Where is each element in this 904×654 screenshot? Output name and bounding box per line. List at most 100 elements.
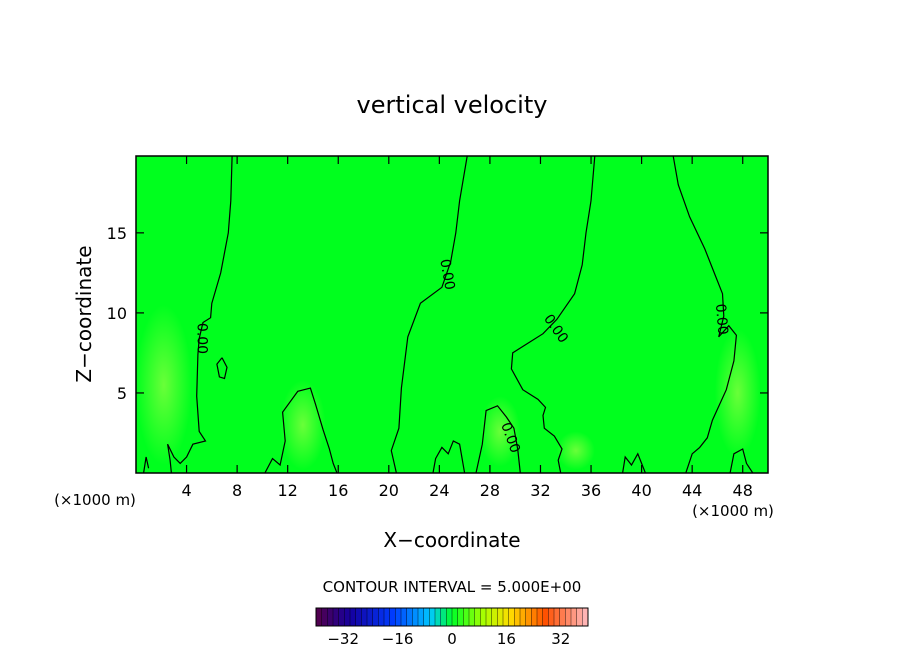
- colorbar-title: CONTOUR INTERVAL = 5.000E+00: [323, 578, 582, 596]
- contour-label-1: 0.00: [436, 258, 457, 291]
- colorbar-cell: [485, 607, 493, 627]
- contour-lines: [143, 156, 754, 473]
- colorbar-cell: [344, 607, 351, 627]
- colorbar-cell: [548, 607, 555, 627]
- colorbar-cell: [400, 607, 408, 627]
- x-unit-left: (×1000 m): [54, 491, 136, 509]
- colorbar-cell: [429, 607, 436, 627]
- plot-frame: [135, 155, 769, 474]
- colorbar-cell: [463, 607, 470, 627]
- field-patch-0: [136, 304, 192, 465]
- x-tick-label-11: 48: [733, 481, 753, 500]
- colorbar-cell: [315, 607, 323, 627]
- colorbar-tick-label-4: 32: [551, 630, 570, 648]
- colorbar-cell: [446, 607, 453, 627]
- contour-line-3: [672, 156, 738, 473]
- x-tick-label-9: 40: [631, 481, 651, 500]
- colorbar-cell: [417, 607, 425, 627]
- colorbar-cell: [502, 607, 510, 627]
- colorbar-cell: [497, 607, 504, 627]
- y-axis: 5 10 15: [107, 224, 768, 403]
- x-tick-label-2: 12: [278, 481, 298, 500]
- colorbar-cell: [457, 607, 464, 627]
- x-axis: 4 8 12 16 20 24 28 32 36 40 44 48: [181, 156, 753, 500]
- colorbar-cell: [525, 607, 532, 627]
- chart-title: vertical velocity: [357, 91, 548, 119]
- field-patch-4: [556, 431, 595, 470]
- colorbar-tick-label-2: 0: [447, 630, 457, 648]
- contour-line-0: [167, 156, 233, 473]
- contour-line-8: [143, 456, 150, 473]
- field-shading: [136, 304, 761, 470]
- colorbar-cell: [565, 607, 572, 627]
- colorbar-cell: [321, 607, 328, 627]
- x-axis-label: X−coordinate: [383, 528, 520, 552]
- colorbar-ticks: −32 −16 0 16 32: [327, 630, 570, 648]
- contour-line-9: [622, 452, 646, 473]
- colorbar-tick-label-1: −16: [382, 630, 414, 648]
- colorbar-cell: [576, 607, 583, 627]
- y-tick-label-2: 15: [107, 224, 127, 243]
- colorbar-tick-label-3: 16: [497, 630, 516, 648]
- field-patch-2: [479, 396, 521, 467]
- colorbar-frame: [315, 607, 589, 627]
- colorbar-cell: [389, 607, 396, 627]
- colorbar-cell: [423, 607, 430, 627]
- colorbar-cell: [531, 607, 538, 627]
- colorbar-cell: [383, 607, 391, 627]
- x-tick-label-4: 20: [379, 481, 399, 500]
- x-tick-label-5: 24: [429, 481, 449, 500]
- contour-line-6: [475, 405, 521, 473]
- colorbar-cell: [474, 607, 481, 627]
- colorbar-cell: [395, 607, 402, 627]
- colorbar-cell: [412, 607, 419, 627]
- x-tick-label-8: 36: [581, 481, 601, 500]
- colorbar-cell: [514, 607, 521, 627]
- x-tick-label-3: 16: [328, 481, 348, 500]
- contour-line-10: [729, 448, 754, 473]
- colorbar-cell: [508, 607, 515, 627]
- colorbar-cell: [361, 607, 368, 627]
- colorbar-cell: [451, 607, 459, 627]
- colorbar-cell: [332, 607, 340, 627]
- colorbar-cell: [372, 607, 379, 627]
- colorbar-cell: [338, 607, 345, 627]
- plot-background: [136, 156, 768, 473]
- colorbar-cell: [349, 607, 357, 627]
- colorbar-cell: [406, 607, 413, 627]
- contour-line-1: [390, 156, 468, 473]
- colorbar-cell: [582, 607, 589, 627]
- x-tick-label-1: 8: [232, 481, 242, 500]
- y-tick-label-1: 10: [107, 304, 127, 323]
- contour-line-5: [264, 387, 338, 473]
- colorbar-cell: [542, 607, 549, 627]
- colorbar-cell: [559, 607, 566, 627]
- colorbar-cell: [480, 607, 487, 627]
- colorbar-cell: [553, 607, 561, 627]
- x-tick-label-0: 4: [181, 481, 191, 500]
- x-tick-label-10: 44: [682, 481, 702, 500]
- colorbar-cell: [468, 607, 476, 627]
- colorbar-cell: [519, 607, 527, 627]
- colorbar: [315, 607, 589, 627]
- colorbar-cell: [366, 607, 374, 627]
- colorbar-cell: [491, 607, 498, 627]
- contour-line-2: [510, 156, 596, 473]
- x-tick-label-6: 28: [480, 481, 500, 500]
- y-tick-label-0: 5: [117, 384, 127, 403]
- contour-line-7: [432, 440, 466, 473]
- field-patch-1: [280, 380, 326, 470]
- colorbar-cell: [355, 607, 362, 627]
- colorbar-cell: [440, 607, 447, 627]
- field-patch-3: [714, 328, 761, 457]
- x-unit-right: (×1000 m): [692, 502, 774, 520]
- contour-line-4: [216, 357, 228, 380]
- x-tick-label-7: 32: [530, 481, 550, 500]
- colorbar-cell: [434, 607, 442, 627]
- contour-label-0: 0.00: [194, 323, 210, 354]
- y-axis-label: Z−coordinate: [72, 245, 96, 382]
- colorbar-cell: [327, 607, 334, 627]
- colorbar-tick-label-0: −32: [327, 630, 359, 648]
- colorbar-cell: [536, 607, 544, 627]
